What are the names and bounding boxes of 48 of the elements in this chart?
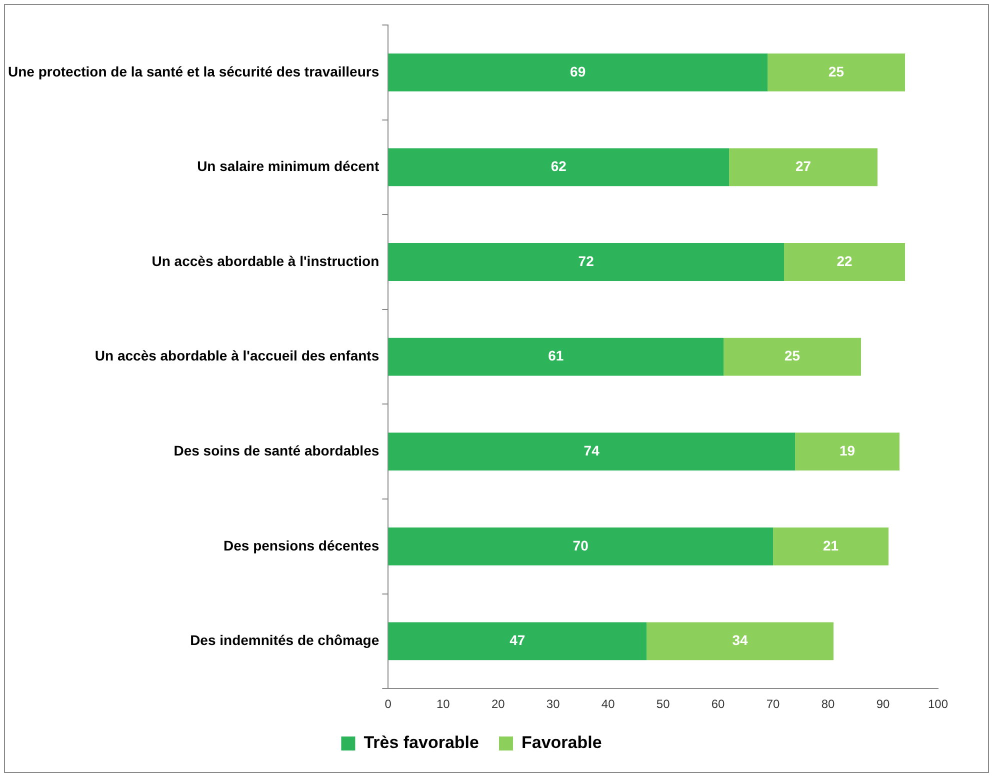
bar	[773, 527, 889, 566]
data-label: 62	[550, 158, 567, 174]
data-label: 25	[828, 63, 844, 80]
bar	[729, 148, 878, 186]
y-tick-label: Des indemnités de chômage	[190, 632, 380, 648]
bar	[388, 527, 774, 566]
y-tick-label: Un accès abordable à l'accueil des enfants	[94, 348, 380, 364]
x-tick-label: 100	[928, 697, 948, 712]
data-label: 19	[839, 442, 856, 458]
data-label: 21	[822, 537, 839, 554]
bar	[388, 338, 724, 376]
y-tick-label: Un accès abordable à l'instruction	[152, 252, 380, 269]
x-tick-label: 60	[711, 697, 726, 712]
x-tick-label: 10	[436, 697, 450, 712]
bar	[388, 622, 647, 660]
y-tick-label: Des soins de santé abordables	[174, 442, 380, 458]
bar	[388, 148, 730, 186]
data-label: 70	[572, 537, 589, 554]
x-tick-label: 70	[766, 697, 780, 712]
x-tick-label: 20	[491, 697, 506, 712]
data-label: 27	[795, 158, 812, 174]
x-tick-label: 90	[876, 697, 890, 712]
x-tick-label: 50	[656, 697, 670, 712]
legend-label: Très favorable	[364, 733, 479, 752]
y-tick-label: Une protection de la santé et la sécurité des travailleurs	[8, 63, 380, 80]
bar	[784, 243, 906, 281]
data-label: 47	[510, 632, 526, 648]
bar	[768, 53, 906, 92]
x-tick-label: 30	[546, 697, 560, 712]
data-label: 69	[570, 63, 586, 80]
y-tick-label: Un salaire minimum décent	[197, 158, 380, 174]
bar	[646, 622, 834, 660]
x-tick-label: 40	[601, 697, 616, 712]
data-label: 74	[584, 442, 600, 458]
data-label: 72	[578, 252, 594, 269]
bar	[795, 432, 900, 471]
y-tick-label: Des pensions décentes	[224, 537, 380, 554]
bar	[388, 243, 784, 281]
data-label: 22	[836, 252, 853, 269]
x-tick-label: 80	[821, 697, 836, 712]
data-label: 61	[548, 348, 564, 364]
data-label: 25	[784, 348, 800, 364]
bar	[724, 338, 862, 376]
bar	[388, 432, 796, 471]
legend-label: Favorable	[521, 733, 602, 752]
bar	[388, 53, 768, 92]
data-label: 34	[732, 632, 748, 648]
x-tick-label: 0	[384, 697, 392, 712]
